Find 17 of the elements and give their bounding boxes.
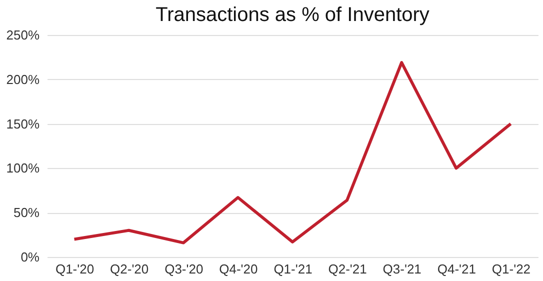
x-tick-label: Q2-'20 [110, 262, 149, 276]
x-tick-label: Q2-'21 [328, 262, 367, 276]
x-tick-label: Q4-'21 [437, 262, 476, 276]
x-tick-label: Q3-'20 [164, 262, 204, 276]
y-tick-label: 250% [6, 28, 40, 42]
y-tick-label: 200% [6, 72, 40, 87]
x-tick-label: Q1-'21 [274, 262, 312, 276]
x-tick-label: Q3-'21 [382, 262, 422, 276]
y-tick-label: 100% [6, 160, 40, 176]
y-tick-label: 50% [13, 205, 40, 220]
x-tick-label: Q1-'22 [492, 262, 531, 276]
chart-title: Transactions as % of Inventory [156, 4, 430, 26]
x-tick-label: Q1-'20 [55, 262, 94, 276]
x-tick-label: Q4-'20 [219, 262, 258, 276]
y-tick-label: 150% [6, 116, 40, 132]
line-series [72, 61, 512, 244]
y-tick-label: 0% [20, 250, 40, 264]
